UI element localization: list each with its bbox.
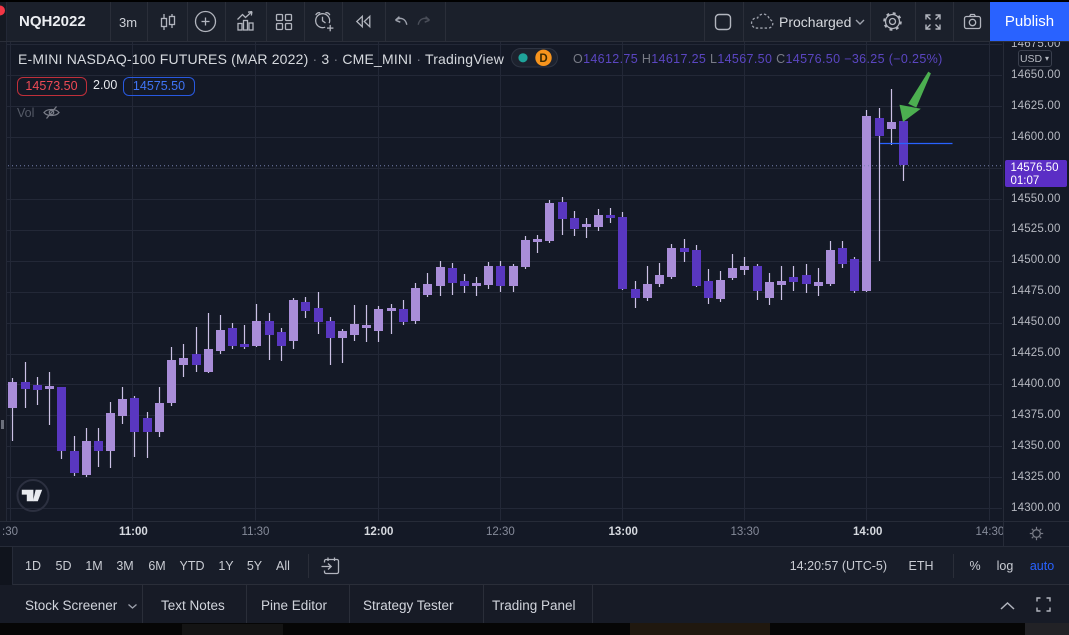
svg-text:D: D [539,53,547,65]
